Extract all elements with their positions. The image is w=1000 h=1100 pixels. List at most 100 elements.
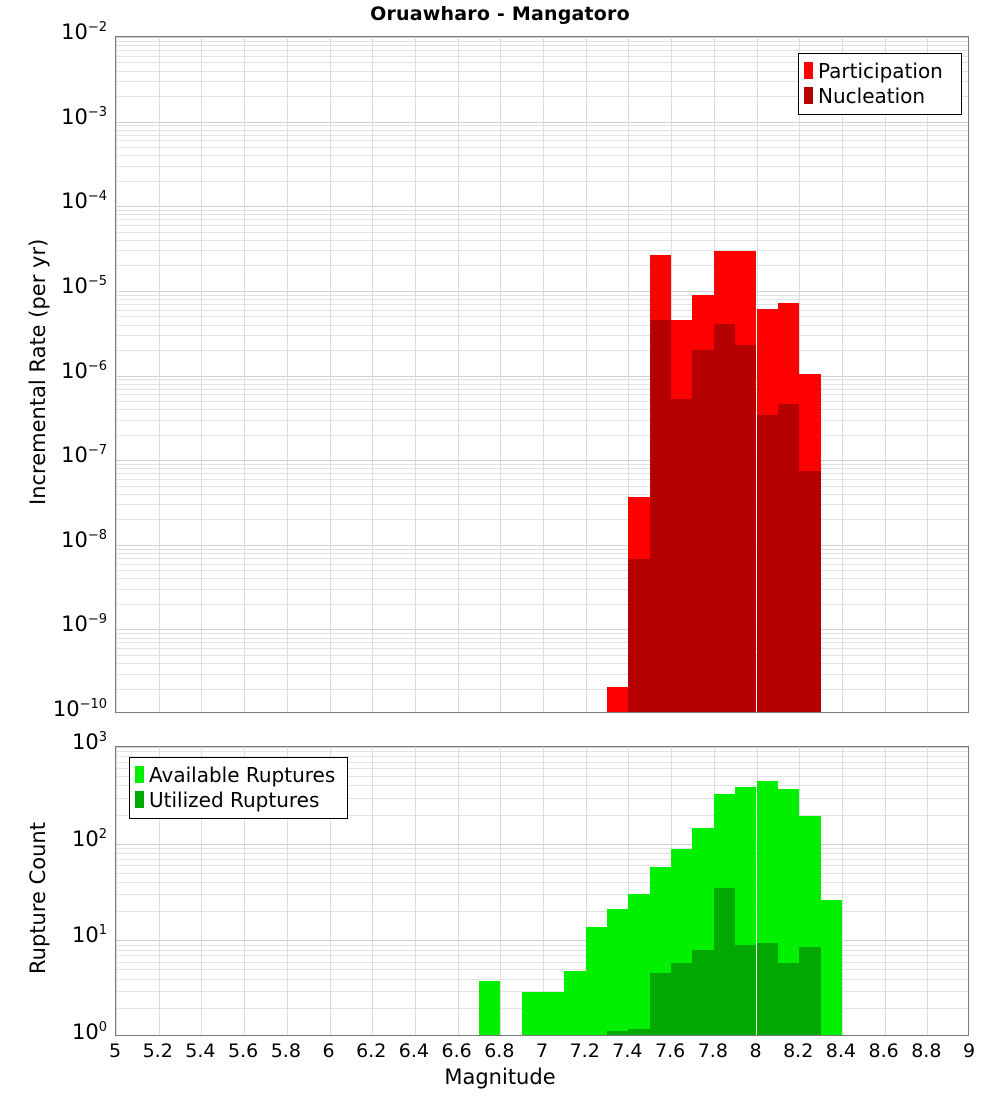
legend-swatch-icon xyxy=(804,87,813,104)
bar-group xyxy=(777,747,800,1035)
bar-available-ruptures xyxy=(607,909,629,1035)
bar-utilized-ruptures xyxy=(607,1031,629,1035)
gridline-horizontal xyxy=(116,299,968,301)
bar-participation xyxy=(607,686,629,712)
gridline-vertical xyxy=(458,747,459,1035)
gridline-vertical xyxy=(628,747,629,1035)
bar-group xyxy=(671,37,693,712)
gridline-vertical xyxy=(330,747,331,1035)
y-axis-tick-label: 102 xyxy=(71,826,107,851)
gridline-horizontal xyxy=(116,978,968,980)
x-axis-tick-label: 8.6 xyxy=(868,1040,899,1062)
gridline-horizontal xyxy=(116,814,968,816)
bar-utilized-ruptures xyxy=(713,888,736,1035)
gridline-horizontal xyxy=(116,872,968,874)
x-axis-tick-label: 7 xyxy=(535,1040,549,1062)
bar-group xyxy=(735,747,757,1035)
gridline-horizontal xyxy=(116,225,968,227)
x-axis-tick-label: 8.8 xyxy=(911,1040,942,1062)
x-axis-tick-label: 6.2 xyxy=(356,1040,387,1062)
gridline-horizontal xyxy=(116,911,968,913)
bar-utilized-ruptures xyxy=(649,972,672,1035)
gridline-horizontal xyxy=(116,37,968,38)
bar-available-ruptures xyxy=(564,970,586,1035)
bar-nucleation xyxy=(628,558,650,712)
bar-group xyxy=(777,37,800,712)
y-axis-tick-label: 10−2 xyxy=(61,20,107,44)
gridline-horizontal xyxy=(116,588,968,590)
bar-utilized-ruptures xyxy=(692,949,714,1035)
gridline-horizontal xyxy=(116,557,968,559)
gridline-horizontal xyxy=(116,648,968,650)
legend-label: Utilized Ruptures xyxy=(149,787,320,812)
gridline-horizontal xyxy=(116,858,968,860)
bar-group xyxy=(628,37,650,712)
gridline-horizontal xyxy=(116,210,968,212)
gridline-vertical xyxy=(287,37,288,712)
gridline-horizontal xyxy=(116,882,968,884)
plot-area-top xyxy=(116,37,968,712)
gridline-horizontal xyxy=(116,121,968,123)
bar-group xyxy=(649,747,672,1035)
page-title: Oruawharo - Mangatoro xyxy=(370,3,630,25)
bar-group xyxy=(607,37,629,712)
bar-group xyxy=(692,37,714,712)
gridline-horizontal xyxy=(116,62,968,64)
legend-item[interactable]: Available Ruptures xyxy=(135,762,341,787)
gridline-horizontal xyxy=(116,206,968,208)
gridline-horizontal xyxy=(116,388,968,390)
gridline-vertical xyxy=(415,747,416,1035)
gridline-horizontal xyxy=(116,642,968,644)
gridline-vertical xyxy=(244,747,245,1035)
gridline-horizontal xyxy=(116,955,968,957)
x-axis-tick-label: 9 xyxy=(962,1040,976,1062)
bar-group xyxy=(585,747,608,1035)
bar-group xyxy=(713,37,736,712)
gridline-horizontal xyxy=(116,383,968,385)
bar-available-ruptures xyxy=(585,927,608,1035)
bar-available-ruptures xyxy=(628,893,650,1035)
gridline-horizontal xyxy=(116,239,968,241)
gridline-horizontal xyxy=(116,40,968,42)
gridline-vertical xyxy=(372,747,373,1035)
x-axis-tick-label: 7.8 xyxy=(697,1040,728,1062)
legend-item[interactable]: Utilized Ruptures xyxy=(135,787,341,812)
x-axis-tick-label: 7.6 xyxy=(654,1040,686,1062)
gridline-horizontal xyxy=(116,290,968,292)
x-axis-tick-label: 6.4 xyxy=(398,1040,429,1062)
legend-item[interactable]: Participation xyxy=(804,58,955,83)
bar-group xyxy=(713,747,736,1035)
x-axis-tick-label: 6.6 xyxy=(441,1040,472,1062)
x-axis-tick-label: 8 xyxy=(749,1040,762,1062)
gridline-horizontal xyxy=(116,55,968,57)
gridline-vertical xyxy=(927,37,928,712)
gridline-horizontal xyxy=(116,673,968,675)
x-axis-label: Magnitude xyxy=(444,1065,556,1089)
gridline-horizontal xyxy=(116,129,968,131)
gridline-horizontal xyxy=(116,629,968,631)
gridline-horizontal xyxy=(116,419,968,421)
y-axis-tick-label: 103 xyxy=(71,730,107,754)
gridline-horizontal xyxy=(116,848,968,850)
gridline-horizontal xyxy=(116,50,968,52)
gridline-horizontal xyxy=(116,944,968,946)
gridline-vertical xyxy=(458,37,459,712)
gridline-horizontal xyxy=(116,294,968,296)
legend-swatch-icon xyxy=(135,766,144,783)
bar-group xyxy=(671,747,693,1035)
gridline-horizontal xyxy=(116,231,968,233)
bar-utilized-ruptures xyxy=(756,942,778,1035)
gridline-horizontal xyxy=(116,460,968,462)
gridline-horizontal xyxy=(116,379,968,381)
y-axis-tick-label: 10−7 xyxy=(61,443,107,468)
gridline-vertical xyxy=(927,747,928,1035)
legend-bottom: Available Ruptures Utilized Ruptures xyxy=(129,757,348,819)
bar-group xyxy=(756,37,778,712)
gridline-horizontal xyxy=(116,165,968,167)
legend-item[interactable]: Nucleation xyxy=(804,83,955,108)
y-axis-tick-label: 10−6 xyxy=(61,358,107,383)
gridline-horizontal xyxy=(116,633,968,635)
bar-utilized-ruptures xyxy=(799,946,821,1035)
bar-available-ruptures xyxy=(521,991,543,1035)
gridline-vertical xyxy=(885,37,886,712)
